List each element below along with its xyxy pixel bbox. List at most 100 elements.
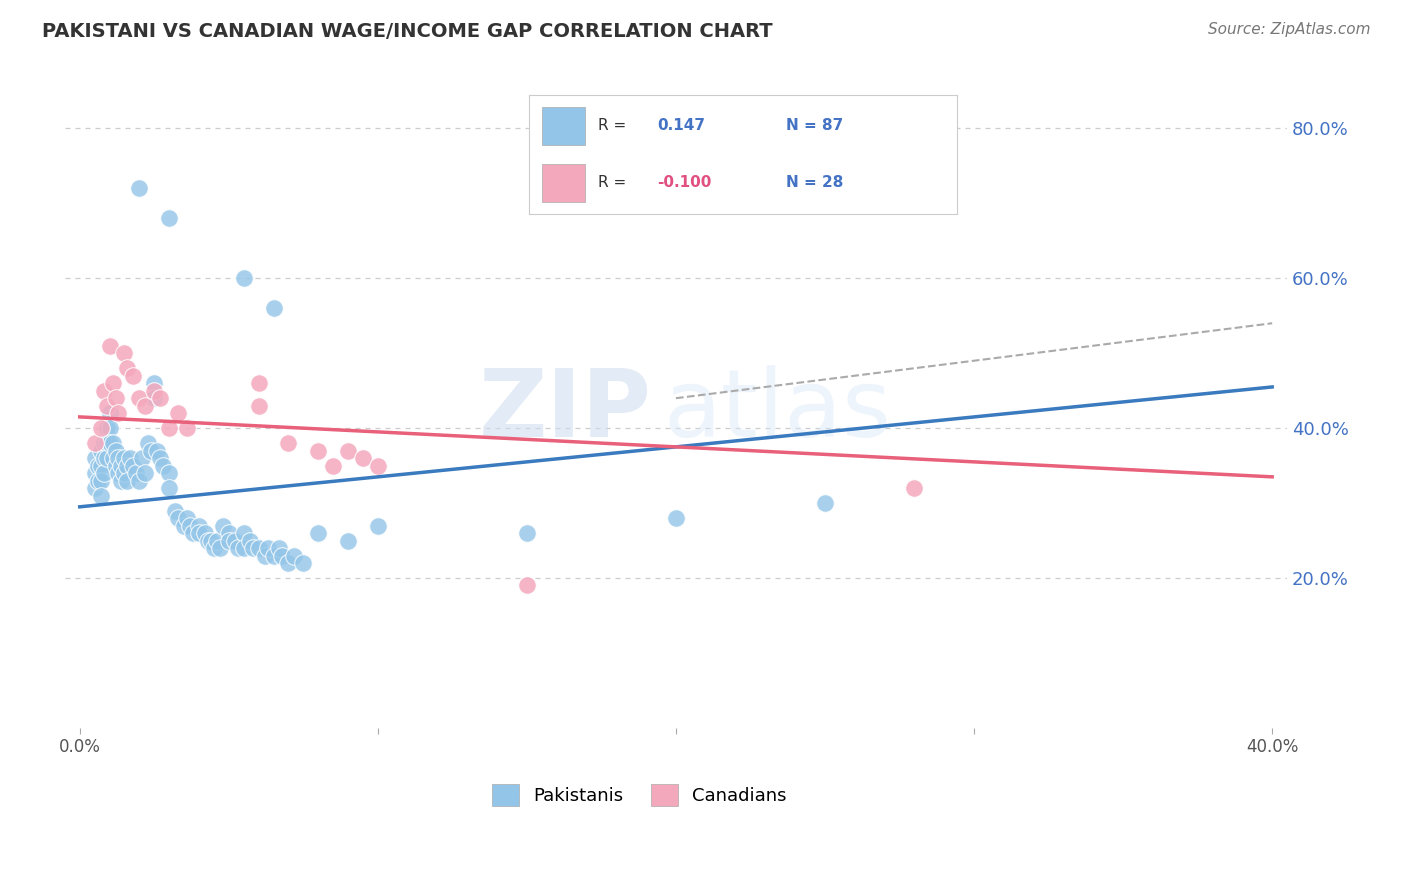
Point <box>200 533 222 548</box>
Point <box>143 391 166 405</box>
Point <box>107 451 129 466</box>
Point <box>211 518 233 533</box>
Point <box>263 301 285 316</box>
Point <box>277 556 299 570</box>
Point <box>117 474 139 488</box>
Point <box>104 458 127 473</box>
Point <box>152 458 174 473</box>
Point <box>247 541 270 555</box>
Point <box>96 399 118 413</box>
Point <box>83 451 105 466</box>
Point <box>188 518 211 533</box>
Point <box>352 451 374 466</box>
Point <box>86 458 108 473</box>
Point <box>93 436 115 450</box>
Point <box>277 436 299 450</box>
Point <box>337 443 360 458</box>
Point <box>226 541 249 555</box>
Point <box>90 458 112 473</box>
Point <box>263 549 285 563</box>
Point <box>194 526 217 541</box>
Point <box>122 368 145 383</box>
Point <box>242 541 264 555</box>
Point <box>128 474 150 488</box>
Point <box>96 421 118 435</box>
Point <box>117 361 139 376</box>
Point <box>125 466 148 480</box>
Point <box>128 391 150 405</box>
Text: Source: ZipAtlas.com: Source: ZipAtlas.com <box>1208 22 1371 37</box>
Point <box>367 518 389 533</box>
Point <box>98 421 121 435</box>
Point <box>167 511 190 525</box>
Point <box>814 496 837 510</box>
Point <box>516 578 538 592</box>
Point <box>232 541 254 555</box>
Point <box>90 489 112 503</box>
Point <box>157 481 180 495</box>
Point <box>141 443 163 458</box>
Point <box>98 339 121 353</box>
Point <box>173 518 195 533</box>
Point <box>149 451 172 466</box>
Point <box>269 541 291 555</box>
Point <box>110 474 132 488</box>
Point <box>176 511 198 525</box>
Point <box>98 406 121 420</box>
Point <box>167 406 190 420</box>
Point <box>122 458 145 473</box>
Point <box>283 549 305 563</box>
Point <box>292 556 315 570</box>
Point <box>197 533 219 548</box>
Point <box>114 466 136 480</box>
Point <box>83 466 105 480</box>
Point <box>86 474 108 488</box>
Point <box>337 533 360 548</box>
Point <box>903 481 925 495</box>
Point <box>665 511 688 525</box>
Point <box>322 458 344 473</box>
Point <box>239 533 262 548</box>
Point <box>96 451 118 466</box>
Point <box>134 399 156 413</box>
Point <box>202 541 225 555</box>
Point <box>157 421 180 435</box>
Point <box>128 181 150 195</box>
Point <box>188 526 211 541</box>
Point <box>181 526 204 541</box>
Point <box>179 518 201 533</box>
Point <box>93 451 115 466</box>
Point <box>101 436 124 450</box>
Point <box>149 391 172 405</box>
Point <box>143 376 166 391</box>
Legend: Pakistanis, Canadians: Pakistanis, Canadians <box>485 776 794 813</box>
Text: ZIP: ZIP <box>478 366 651 458</box>
Point <box>104 391 127 405</box>
Point <box>114 346 136 360</box>
Point <box>157 466 180 480</box>
Point <box>232 271 254 285</box>
Point <box>218 526 240 541</box>
Point <box>93 384 115 398</box>
Point <box>107 466 129 480</box>
Point <box>307 443 329 458</box>
Point <box>98 436 121 450</box>
Point <box>146 443 169 458</box>
Point <box>104 443 127 458</box>
Point <box>101 451 124 466</box>
Point <box>117 458 139 473</box>
Point <box>83 481 105 495</box>
Point <box>131 451 153 466</box>
Point <box>516 526 538 541</box>
Point <box>90 474 112 488</box>
Point <box>90 421 112 435</box>
Point <box>247 376 270 391</box>
Point <box>93 466 115 480</box>
Point <box>176 421 198 435</box>
Point <box>90 443 112 458</box>
Point <box>247 399 270 413</box>
Point <box>205 533 228 548</box>
Point <box>83 436 105 450</box>
Point <box>218 533 240 548</box>
Point <box>96 436 118 450</box>
